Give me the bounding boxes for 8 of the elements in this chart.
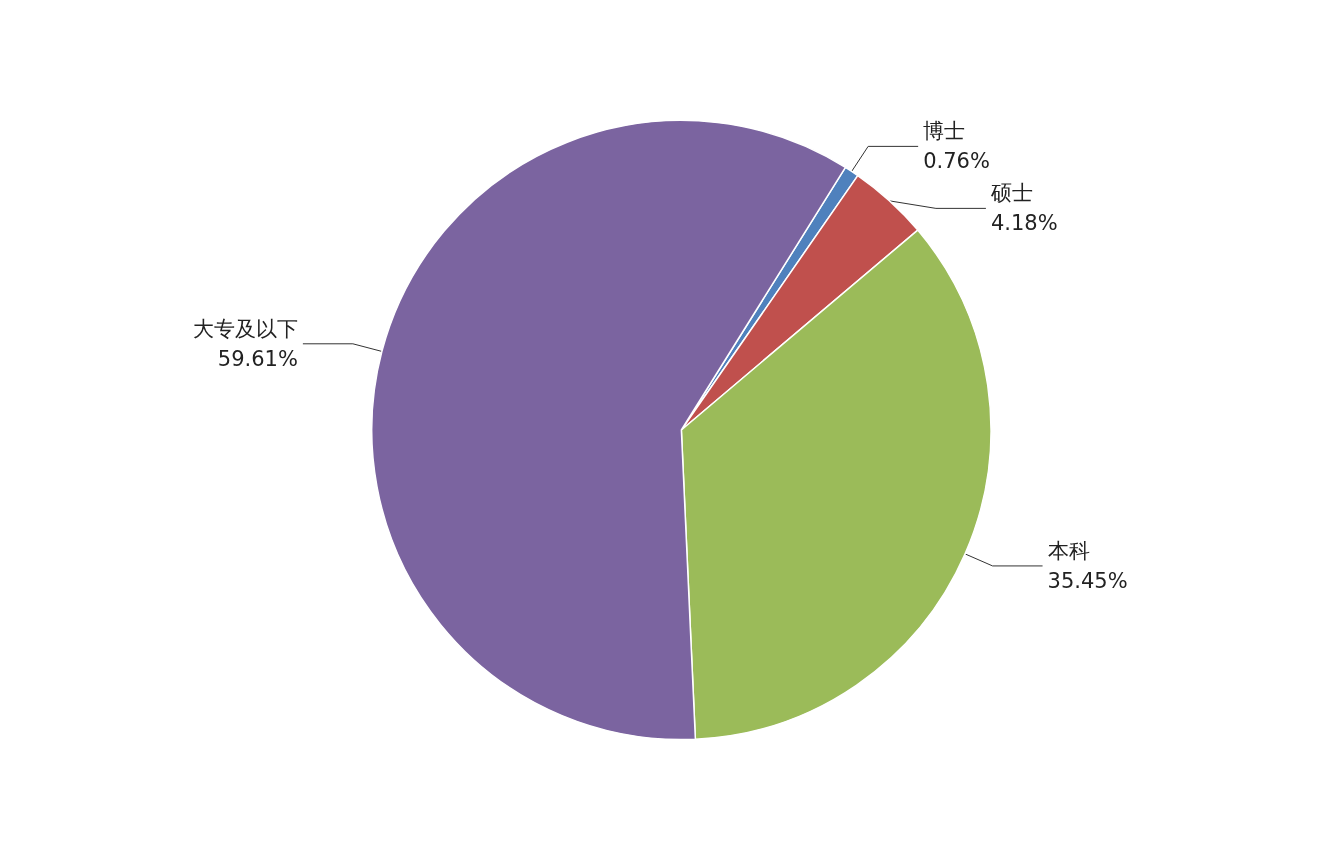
slice-label: 博士 <box>923 119 966 144</box>
data-label: 59.61% <box>217 346 298 371</box>
data-label: 0.76% <box>923 149 990 174</box>
slice-label: 大专及以下 <box>192 316 298 341</box>
slice-label: 硕士 <box>989 181 1033 206</box>
data-label: 4.18% <box>990 211 1058 236</box>
slice-label: 本科 <box>1047 538 1090 563</box>
data-label: 35.45% <box>1047 568 1128 593</box>
